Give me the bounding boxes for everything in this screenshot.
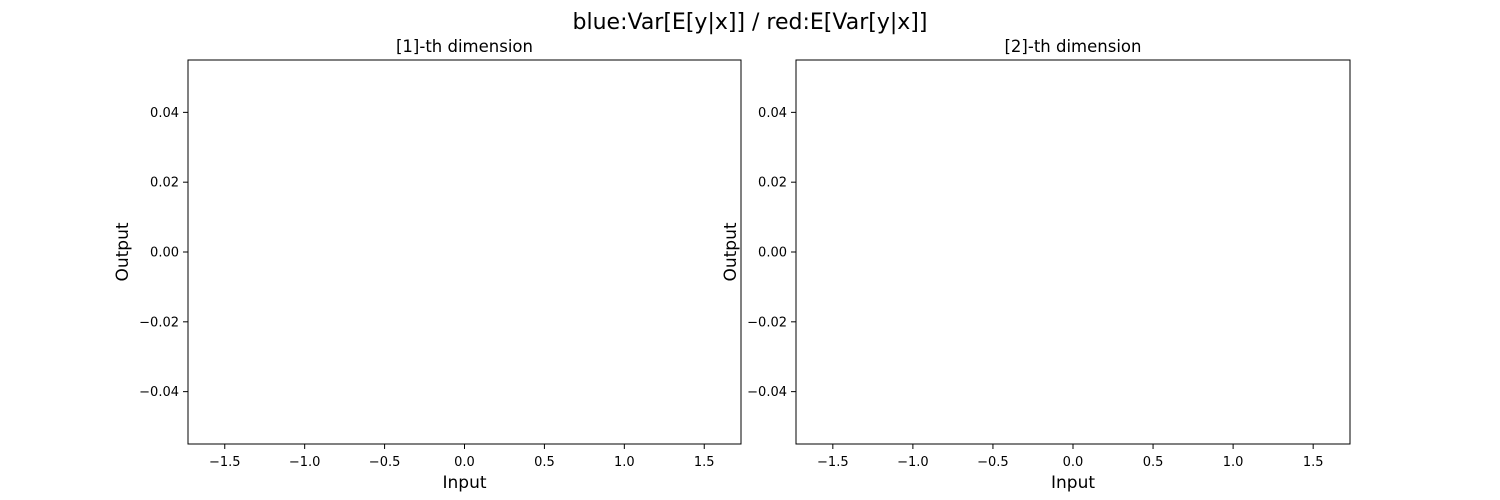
y-tick-label: 0.02	[758, 176, 787, 191]
y-tick-label: −0.04	[139, 385, 179, 400]
x-tick-label: 1.0	[1223, 455, 1244, 470]
figure-suptitle: blue:Var[E[y|x]] / red:E[Var[y|x]]	[573, 10, 928, 35]
axes-title: [2]-th dimension	[1005, 37, 1142, 56]
x-tick-label: −1.5	[209, 455, 241, 470]
x-tick-label: 0.0	[454, 455, 475, 470]
x-tick-label: −0.5	[977, 455, 1009, 470]
x-tick-label: 0.5	[1143, 455, 1164, 470]
plot-area	[795, 59, 1351, 445]
x-axis-label: Input	[442, 473, 486, 493]
x-tick-label: 0.0	[1063, 455, 1084, 470]
y-tick-label: 0.04	[150, 106, 179, 121]
x-tick-label: −1.0	[897, 455, 929, 470]
plot-area	[187, 59, 742, 445]
axes-2: −1.5 −1.0 −0.5 0.0 0.5 1.0 1.5 0.04 0.02 0.00 −0.0…	[721, 37, 1351, 493]
y-axis-label: Output	[721, 222, 741, 281]
axes-container: −1.5 −1.0 −0.5 0.0 0.5 1.0 1.5 0.04 0.02 0.00 −0.0…	[113, 37, 1351, 493]
x-tick-label: −1.0	[289, 455, 321, 470]
axes-1: −1.5 −1.0 −0.5 0.0 0.5 1.0 1.5 0.04 0.02 0.00 −0.0…	[113, 37, 742, 493]
x-tick-label: −0.5	[369, 455, 401, 470]
x-tick-label: 1.0	[614, 455, 635, 470]
y-tick-label: 0.00	[150, 246, 179, 261]
x-tick-label: 1.5	[694, 455, 715, 470]
x-tick-label: 1.5	[1303, 455, 1324, 470]
y-tick-label: −0.02	[747, 315, 787, 330]
y-tick-label: −0.02	[139, 315, 179, 330]
y-tick-label: 0.02	[150, 176, 179, 191]
x-tick-label: −1.5	[817, 455, 849, 470]
y-axis-label: Output	[113, 222, 133, 281]
y-tick-label: 0.04	[758, 106, 787, 121]
y-tick-label: 0.00	[758, 246, 787, 261]
x-tick-label: 0.5	[534, 455, 555, 470]
axes-title: [1]-th dimension	[396, 37, 533, 56]
y-tick-label: −0.04	[747, 385, 787, 400]
x-axis-label: Input	[1051, 473, 1095, 493]
